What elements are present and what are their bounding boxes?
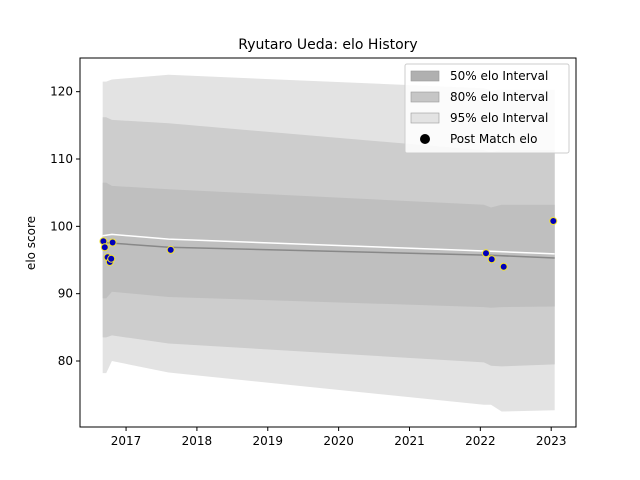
- x-tick-label: 2022: [465, 434, 496, 448]
- y-tick-label: 80: [58, 354, 73, 368]
- mean-elo-line: [102, 241, 555, 259]
- post-match-elo-point: [166, 245, 175, 254]
- x-tick-label: 2019: [252, 434, 283, 448]
- x-tick-label: 2021: [394, 434, 425, 448]
- post-match-elo-point: [107, 254, 116, 263]
- x-tick-label: 2018: [182, 434, 213, 448]
- axes-frame: [79, 57, 577, 428]
- post-match-elo-point: [549, 217, 558, 225]
- post-match-elo-point: [482, 249, 490, 258]
- legend-marker: [420, 134, 430, 144]
- legend-label: 80% elo Interval: [450, 90, 548, 104]
- post-match-elo-point: [487, 255, 496, 264]
- legend-swatch: [410, 112, 440, 124]
- axes: 2017 2018 2019 2020 2021 2022 2023 80 90 100 110 12…: [50, 57, 577, 448]
- legend-label: 95% elo Interval: [450, 111, 548, 125]
- legend-box: [404, 63, 570, 154]
- legend: 50% elo Interval 80% elo Interval 95% elo …: [404, 63, 570, 154]
- legend-swatch: [410, 70, 440, 82]
- y-axis-label: elo score: [24, 216, 38, 270]
- x-tick-label: 2017: [111, 434, 142, 448]
- y-tick-label: 120: [50, 85, 73, 99]
- y-tick-label: 90: [58, 287, 73, 301]
- x-tick-label: 2020: [323, 434, 354, 448]
- legend-label: 50% elo Interval: [450, 69, 548, 83]
- plot-area: [99, 74, 558, 412]
- x-tick-label: 2023: [536, 434, 567, 448]
- chart-title: Ryutaro Ueda: elo History: [238, 37, 417, 53]
- legend-label: Post Match elo: [450, 132, 537, 146]
- upper-elo-line: [102, 233, 555, 255]
- y-tick-label: 110: [50, 152, 73, 166]
- y-tick-label: 100: [50, 219, 73, 233]
- legend-swatch: [410, 91, 440, 103]
- post-match-elo-point: [108, 238, 117, 247]
- post-match-elo-point: [499, 262, 508, 271]
- post-match-elo-point: [100, 243, 109, 252]
